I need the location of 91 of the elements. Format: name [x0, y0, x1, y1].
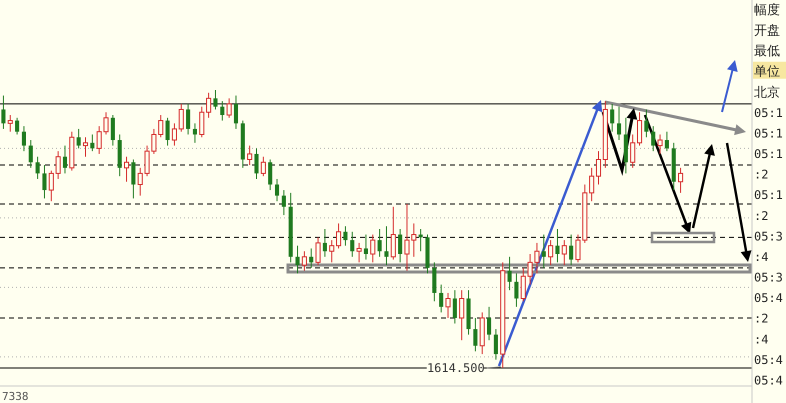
candlestick — [96, 126, 102, 154]
candlestick — [226, 98, 232, 118]
candlestick — [274, 178, 280, 202]
candlestick — [90, 134, 94, 152]
candlestick — [562, 240, 567, 266]
text: 北京 — [754, 85, 780, 100]
text: 05:1 — [754, 126, 783, 140]
candlestick — [254, 148, 259, 180]
candlestick — [664, 131, 669, 152]
candlestick — [378, 228, 382, 258]
candlestick — [316, 236, 321, 266]
text: 05:3 — [754, 270, 783, 285]
candlestick — [644, 108, 648, 138]
text: :2 — [754, 208, 768, 223]
text: :2 — [754, 312, 768, 326]
candlestick — [473, 317, 478, 352]
candlestick — [616, 106, 622, 141]
candlestick — [370, 234, 376, 263]
candlestick — [322, 228, 327, 258]
candlestick — [575, 234, 581, 263]
candlestick — [28, 140, 33, 168]
candlestick — [110, 114, 115, 146]
candlestick — [610, 103, 614, 132]
candlestick — [404, 203, 410, 272]
candlestick — [186, 103, 190, 135]
candlestick — [124, 156, 130, 182]
text: :4 — [754, 332, 768, 346]
annotation: 1614.500 — [426, 361, 485, 375]
candlestick — [514, 272, 518, 308]
candlestick — [260, 156, 266, 177]
text: :2 — [754, 168, 768, 182]
candlestick — [268, 159, 272, 191]
text: 05:4 — [754, 352, 783, 367]
candlestick — [542, 234, 546, 268]
candlestick — [411, 222, 416, 258]
candlestick — [658, 134, 663, 154]
candlestick — [343, 226, 348, 246]
candlestick — [596, 150, 602, 186]
candlestick — [384, 226, 389, 266]
candlestick — [364, 234, 368, 260]
candlestick — [22, 126, 26, 152]
text: 05:1 — [754, 188, 783, 202]
candlestick — [42, 164, 47, 199]
candlestick — [166, 117, 170, 146]
text: 开盘 — [754, 24, 780, 39]
candlestick — [36, 156, 40, 180]
candlestick — [508, 256, 512, 291]
candlestick — [390, 206, 396, 260]
text: 05:4 — [754, 373, 783, 388]
candlestick — [131, 159, 136, 199]
candlestick — [678, 167, 684, 194]
text: 幅度 — [754, 2, 780, 18]
text: 05:1 — [754, 147, 783, 162]
candlestick — [356, 242, 362, 263]
candlestick — [487, 306, 492, 341]
candlestick — [82, 136, 88, 158]
candlestick — [76, 128, 81, 149]
candlestick — [418, 228, 423, 252]
candlestick — [494, 328, 498, 360]
text: 7338 — [2, 390, 28, 403]
candlestick — [103, 112, 109, 135]
candlestick — [62, 145, 68, 174]
candlestick — [651, 126, 656, 152]
candlestick — [213, 90, 218, 110]
candlestick — [398, 228, 402, 263]
text: 最低 — [754, 44, 780, 60]
text: 单位 — [754, 64, 780, 80]
candlestick — [15, 117, 20, 135]
candlestick — [439, 284, 444, 313]
candlestick — [282, 190, 286, 216]
text: :4 — [754, 250, 768, 264]
candlestick — [302, 250, 307, 272]
text: 05:3 — [754, 229, 783, 244]
text: 05:4 — [754, 291, 783, 306]
candlestick — [350, 231, 354, 258]
candlestick — [295, 245, 300, 274]
candlestick — [445, 292, 451, 318]
candlestick — [459, 290, 464, 341]
candlestick — [192, 122, 197, 144]
text: 05:1 — [754, 106, 783, 120]
candlestick — [548, 240, 554, 266]
candlestick — [220, 100, 224, 122]
candlestick — [452, 290, 457, 324]
candlestick — [534, 242, 540, 274]
candlestick — [1, 95, 6, 130]
candlestick — [247, 145, 252, 166]
candlestick — [234, 95, 238, 130]
candlestick — [569, 234, 574, 266]
candlestick — [309, 248, 314, 268]
candlestick — [555, 228, 560, 263]
candlestick — [8, 114, 13, 132]
